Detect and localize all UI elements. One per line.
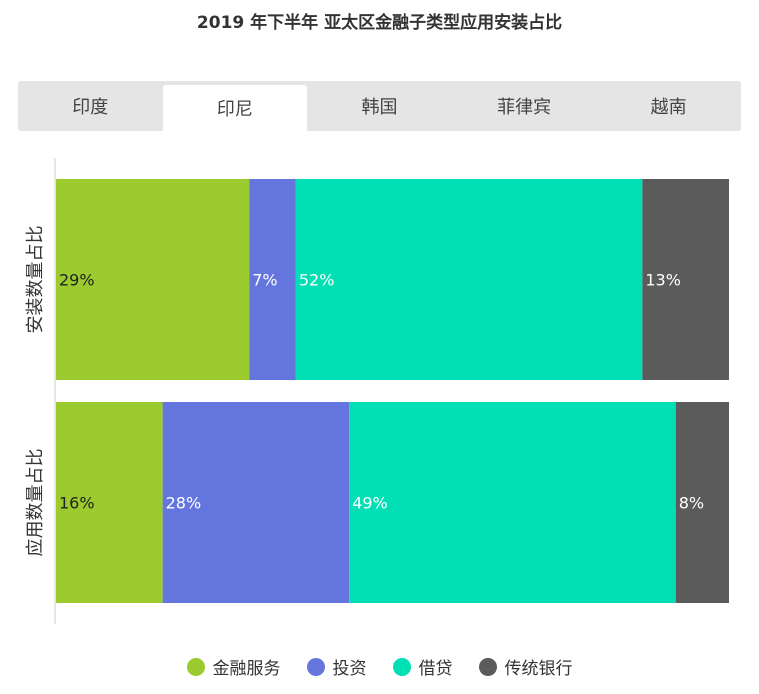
bar-segment[interactable] [642, 179, 729, 380]
bar-segment[interactable] [675, 402, 729, 603]
stacked-bar-chart: 29% 7% 52% 13% 安装数量占比 16% 28% 49% 8% 应用数量占比 [25, 158, 729, 624]
legend-swatch [186, 657, 205, 676]
chart-title: 2019 年下半年 亚太区金融子类型应用安装占比 [196, 13, 563, 33]
legend-label: 金融服务 [212, 659, 281, 679]
tab-vietnam[interactable]: 越南 [650, 97, 687, 118]
tab-india[interactable]: 印度 [72, 97, 109, 118]
bar-segment[interactable] [56, 402, 163, 603]
chart-legend: 金融服务 投资 借贷 传统银行 [0, 654, 759, 679]
legend-swatch [392, 657, 411, 676]
legend-item-investment[interactable]: 投资 [306, 654, 367, 679]
category-label: 应用数量占比 [25, 449, 46, 557]
data-label: 28% [166, 494, 202, 513]
tab-indonesia[interactable]: 印尼 [162, 85, 308, 131]
bar-segment[interactable] [249, 179, 296, 380]
data-label: 13% [645, 271, 681, 290]
data-label: 8% [679, 494, 704, 513]
legend-label: 借贷 [418, 659, 453, 679]
data-label: 52% [299, 271, 335, 290]
bar-segment[interactable] [349, 402, 676, 603]
category-label: 安装数量占比 [25, 226, 46, 334]
tab-korea[interactable]: 韩国 [361, 97, 398, 118]
bar-segment[interactable] [295, 179, 643, 380]
legend-item-lending[interactable]: 借贷 [392, 654, 453, 679]
legend-swatch [478, 657, 497, 676]
legend-item-financial-services[interactable]: 金融服务 [186, 654, 281, 679]
data-label: 29% [59, 271, 95, 290]
data-label: 49% [352, 494, 388, 513]
bar-segment[interactable] [162, 402, 350, 603]
legend-label: 传统银行 [504, 659, 573, 679]
legend-item-traditional-banking[interactable]: 传统银行 [478, 654, 573, 679]
legend-swatch [306, 657, 325, 676]
data-label: 7% [252, 271, 277, 290]
data-label: 16% [59, 494, 95, 513]
legend-label: 投资 [332, 659, 367, 679]
tab-philippines[interactable]: 菲律宾 [497, 97, 552, 118]
bar-segment[interactable] [56, 179, 250, 380]
region-tabs: 印度 印尼 韩国 菲律宾 越南 [18, 81, 741, 131]
